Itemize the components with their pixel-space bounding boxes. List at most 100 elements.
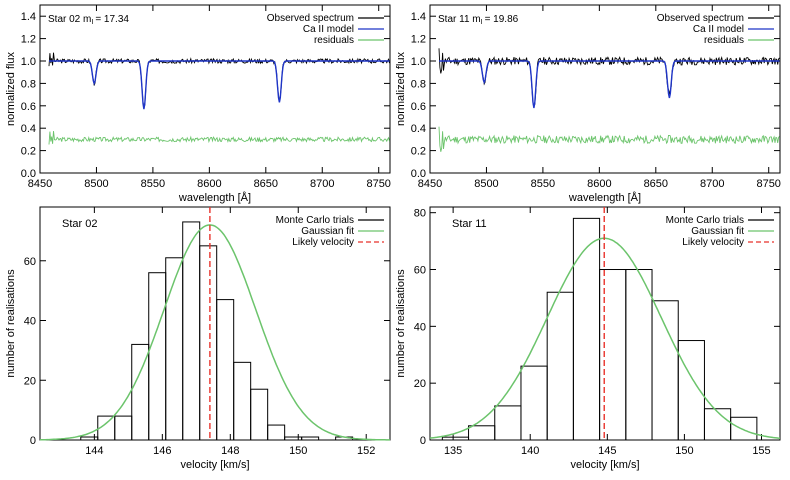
legend-label: Monte Carlo trials [666,215,744,226]
y-tick-label: 1.4 [411,11,426,23]
x-tick-label: 8550 [141,178,165,190]
y-tick-label: 0.6 [21,101,36,113]
x-axis-label: velocity [km/s] [180,459,249,471]
legend-label: Observed spectrum [657,13,744,24]
spectrum-star02: 8450 8500 8550 8600 8650 8700 8750 0.0 0.2 0.4 0.6… [5,4,391,204]
x-tick-label: 8700 [310,178,334,190]
x-axis-label: velocity [km/s] [570,459,639,471]
residuals-line [438,126,780,152]
plot-frame [39,4,391,174]
gaussian-fit-curve [429,237,781,439]
y-tick-label: 0 [420,435,426,447]
y-tick-label: 40 [24,316,36,328]
gaussian-fit-curve [39,224,390,441]
histogram-bar [250,388,269,441]
histogram-bar [199,245,218,441]
y-tick-label: 40 [414,321,426,333]
histogram-bar [165,257,184,441]
legend-label: residuals [314,35,354,46]
x-tick-label: 8650 [254,178,278,190]
x-axis-label: wavelength [Å] [178,191,251,204]
y-tick-label: 60 [414,265,426,277]
y-axis-label: normalized flux [5,52,17,126]
histogram-bar [233,361,252,441]
x-tick-label: 8750 [756,178,780,190]
y-tick-label: 0.2 [21,146,36,158]
histogram-bar [546,291,574,441]
histogram-bar [148,272,167,441]
x-tick-label: 155 [752,445,770,457]
y-tick-label: 1.2 [21,34,36,46]
x-tick-label: 8700 [700,178,724,190]
histogram-bar [301,436,320,441]
x-tick-label: 145 [598,445,616,457]
plot-frame [429,4,781,174]
x-tick-label: 8750 [366,178,390,190]
star-label: Star 02 mI = 17.34 [48,14,129,26]
y-tick-label: 0.2 [411,146,426,158]
residuals-line [48,131,390,145]
x-tick-label: 140 [521,445,539,457]
star-label: Star 11 mI = 19.86 [438,14,519,26]
spectrum-star11: 8450 8500 8550 8600 8650 8700 8750 0.0 0.2 0.4 0.6… [395,4,781,204]
y-tick-label: 1.4 [21,11,36,23]
histogram-bar [572,217,601,441]
y-tick-label: 0.0 [411,168,426,180]
histogram-bar [730,416,758,441]
histogram-bar [284,436,303,441]
x-tick-label: 8650 [644,178,668,190]
y-tick-label: 0.4 [21,123,36,135]
y-tick-label: 20 [24,375,36,387]
x-tick-label: 148 [221,445,239,457]
y-tick-label: 1.0 [411,56,426,68]
ca-ii-model-line [49,60,390,110]
magnitude-value: = 19.86 [485,14,519,25]
y-tick-label: 0.8 [411,78,426,90]
y-tick-label: 20 [414,378,426,390]
legend-label: residuals [704,35,744,46]
legend-label: Gaussian fit [691,226,744,237]
y-tick-label: 80 [414,208,426,220]
y-tick-label: 0.0 [21,168,36,180]
histogram-bar [80,436,99,441]
histogram-bar [267,424,286,441]
legend-label: Monte Carlo trials [276,215,354,226]
x-axis-label: wavelength [Å] [568,191,641,204]
y-axis-label: number of realisations [5,269,17,378]
star-label: Star 02 [62,218,97,230]
y-tick-label: 1.2 [411,34,426,46]
y-tick-label: 0.8 [21,78,36,90]
histogram-star02: 144 146 148 150 152 0 20 40 60 velocity [km/s] num… [5,206,391,471]
y-tick-label: 0 [30,435,36,447]
star-label: Star 11 [452,218,487,230]
x-tick-label: 8600 [587,178,611,190]
x-tick-label: 146 [153,445,171,457]
magnitude-subscript: I [91,19,93,26]
x-tick-label: 150 [289,445,307,457]
legend-label: Ca II model [303,24,354,35]
histogram-bar [625,269,653,441]
histogram-bar [494,405,522,441]
y-tick-label: 0.4 [411,123,426,135]
histogram-bar [703,408,732,441]
y-tick-label: 1.0 [21,56,36,68]
histogram-bar [520,365,548,441]
histogram-bar [441,436,470,441]
x-tick-label: 8500 [84,178,108,190]
x-tick-label: 8500 [474,178,498,190]
x-tick-label: 8600 [197,178,221,190]
x-tick-label: 8450 [28,178,52,190]
histogram-star11: 135 140 145 150 155 0 20 40 60 80 velocity [km/s] n… [395,206,781,471]
y-axis-label: number of realisations [395,269,407,378]
legend-label: Observed spectrum [267,13,354,24]
histogram-bar [114,415,133,441]
y-axis-label: normalized flux [395,52,407,126]
legend-label: Gaussian fit [301,226,354,237]
magnitude-subscript: I [481,19,483,26]
histogram-bar [677,340,705,441]
legend-label: Ca II model [693,24,744,35]
magnitude-value: = 17.34 [95,14,129,25]
histogram-bar [651,300,679,441]
x-tick-label: 135 [444,445,462,457]
